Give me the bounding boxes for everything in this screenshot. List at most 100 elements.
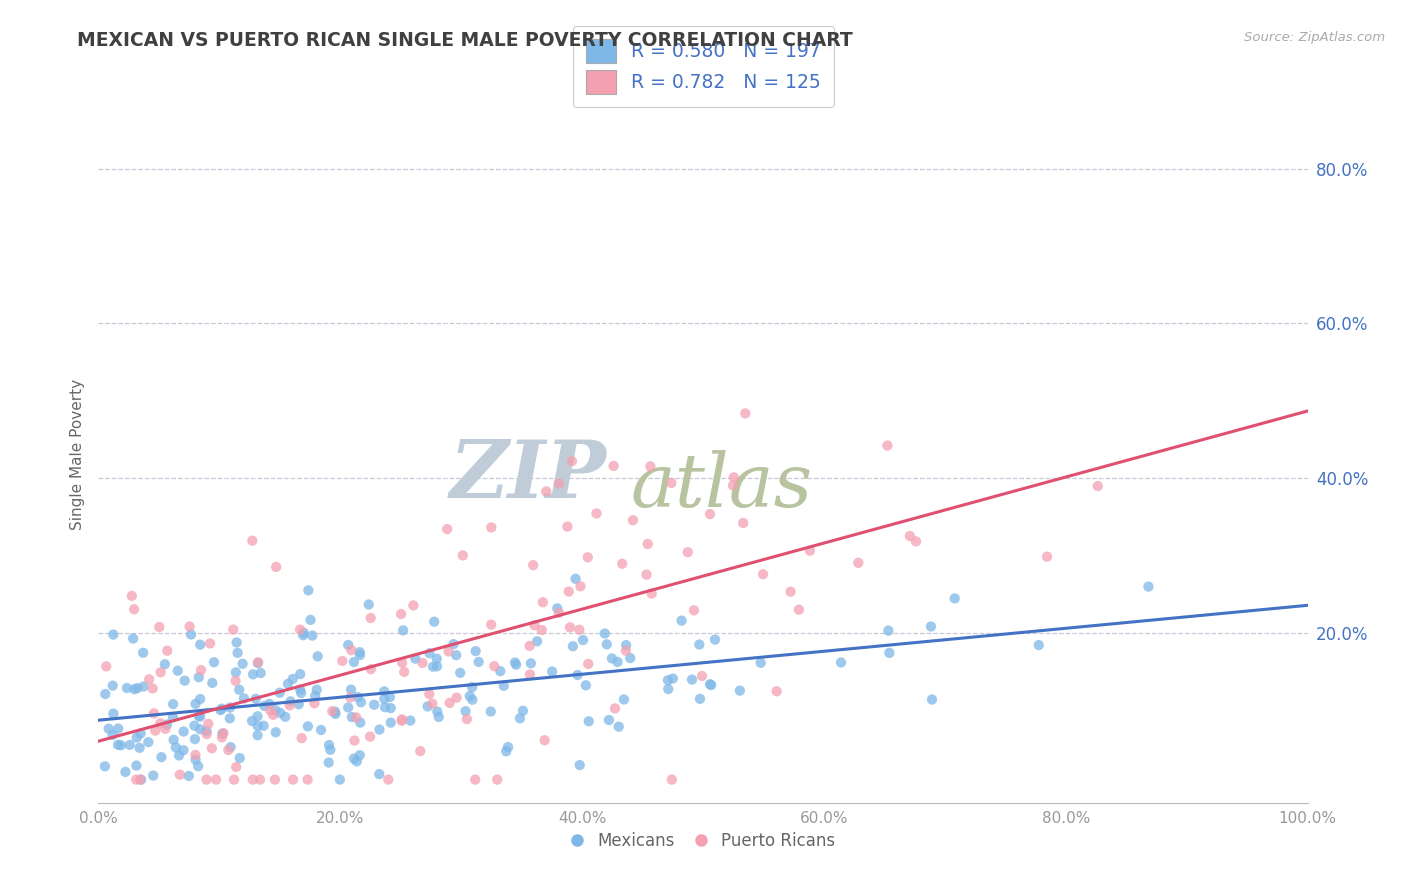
Point bbox=[340, 643, 363, 657]
Point bbox=[187, 670, 209, 684]
Point bbox=[118, 738, 141, 752]
Point bbox=[416, 699, 439, 714]
Point bbox=[548, 476, 571, 491]
Point bbox=[467, 655, 489, 669]
Point bbox=[600, 651, 623, 665]
Point bbox=[368, 723, 391, 737]
Point bbox=[458, 689, 481, 703]
Point bbox=[247, 655, 270, 669]
Point bbox=[606, 655, 628, 669]
Point bbox=[94, 687, 117, 701]
Point bbox=[479, 705, 502, 719]
Point bbox=[167, 748, 190, 763]
Point bbox=[519, 639, 541, 653]
Point bbox=[278, 698, 301, 713]
Point bbox=[264, 560, 287, 574]
Point bbox=[155, 722, 177, 736]
Point bbox=[374, 700, 396, 714]
Point bbox=[423, 615, 446, 629]
Point bbox=[242, 667, 264, 681]
Point bbox=[226, 646, 249, 660]
Point bbox=[217, 743, 239, 757]
Point bbox=[614, 638, 637, 652]
Point bbox=[288, 623, 311, 637]
Point bbox=[461, 680, 484, 694]
Point bbox=[201, 741, 224, 756]
Point bbox=[876, 438, 898, 452]
Point bbox=[389, 607, 412, 621]
Point bbox=[346, 755, 368, 769]
Point bbox=[143, 706, 166, 721]
Point bbox=[339, 690, 361, 705]
Point bbox=[304, 696, 326, 710]
Point bbox=[162, 697, 184, 711]
Point bbox=[461, 692, 484, 706]
Point bbox=[149, 716, 172, 731]
Point bbox=[195, 772, 218, 787]
Point bbox=[127, 681, 149, 695]
Point bbox=[419, 646, 441, 660]
Point bbox=[512, 704, 534, 718]
Point bbox=[262, 707, 284, 722]
Point bbox=[287, 698, 309, 712]
Point bbox=[211, 731, 233, 745]
Point bbox=[661, 475, 683, 490]
Point bbox=[301, 629, 323, 643]
Point bbox=[129, 772, 152, 787]
Point bbox=[904, 534, 927, 549]
Point bbox=[149, 665, 172, 680]
Point bbox=[101, 728, 124, 742]
Point bbox=[420, 697, 443, 711]
Point bbox=[728, 683, 751, 698]
Point bbox=[222, 623, 245, 637]
Point bbox=[246, 728, 269, 742]
Point bbox=[779, 584, 801, 599]
Point bbox=[373, 691, 395, 706]
Point bbox=[640, 586, 662, 600]
Point bbox=[456, 712, 478, 726]
Point bbox=[681, 673, 703, 687]
Point bbox=[449, 665, 471, 680]
Point bbox=[799, 543, 821, 558]
Point bbox=[391, 656, 413, 670]
Point bbox=[318, 738, 340, 752]
Point bbox=[222, 772, 245, 787]
Point bbox=[340, 682, 363, 697]
Point bbox=[292, 625, 315, 640]
Point bbox=[399, 714, 422, 728]
Point bbox=[292, 628, 315, 642]
Point bbox=[129, 726, 152, 740]
Point bbox=[94, 759, 117, 773]
Point bbox=[749, 656, 772, 670]
Point bbox=[662, 672, 685, 686]
Point bbox=[264, 725, 287, 739]
Point bbox=[218, 711, 240, 725]
Point bbox=[228, 682, 250, 697]
Point bbox=[349, 648, 371, 662]
Point bbox=[436, 522, 458, 536]
Point bbox=[1028, 638, 1050, 652]
Point bbox=[619, 651, 641, 665]
Point bbox=[576, 550, 599, 565]
Point bbox=[340, 710, 363, 724]
Point bbox=[391, 714, 413, 728]
Point bbox=[115, 681, 138, 695]
Point bbox=[177, 769, 200, 783]
Point bbox=[321, 704, 343, 718]
Point bbox=[704, 632, 727, 647]
Point bbox=[733, 516, 755, 530]
Point bbox=[281, 672, 304, 686]
Point bbox=[323, 705, 346, 719]
Point bbox=[723, 470, 745, 484]
Point bbox=[661, 772, 683, 787]
Point bbox=[165, 740, 187, 755]
Point bbox=[412, 656, 434, 670]
Point bbox=[683, 603, 706, 617]
Point bbox=[269, 706, 291, 720]
Point bbox=[360, 611, 382, 625]
Point bbox=[752, 567, 775, 582]
Point bbox=[357, 598, 380, 612]
Point bbox=[249, 772, 271, 787]
Point bbox=[156, 643, 179, 657]
Text: atlas: atlas bbox=[630, 450, 813, 523]
